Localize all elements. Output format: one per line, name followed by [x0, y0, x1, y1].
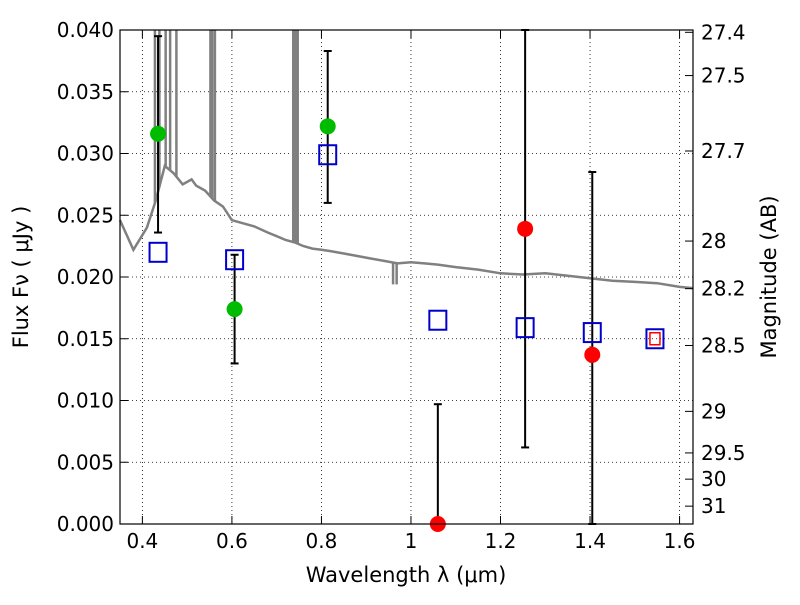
y-tick-label: 0.015 [57, 327, 114, 351]
data-point-marker [319, 118, 336, 135]
y-tick-label: 0.025 [57, 203, 114, 227]
x-tick-label: 1.4 [574, 529, 606, 553]
sed-model-line [118, 163, 694, 290]
magnitude-tick-label: 28.2 [701, 277, 746, 301]
x-tick-label: 1 [405, 529, 418, 553]
x-tick-label: 0.8 [306, 529, 338, 553]
magnitude-tick-label: 29 [701, 399, 726, 423]
magnitude-tick-label: 31 [701, 494, 726, 518]
y-tick-label: 0.010 [57, 389, 114, 413]
magnitude-tick-label: 30 [701, 467, 726, 491]
magnitude-tick-label: 28.5 [701, 333, 746, 357]
model-square-marker [582, 322, 602, 344]
data-point-marker [517, 220, 534, 237]
y-axis-label: Flux Fν ( μJy ) [9, 206, 33, 349]
data-point-marker [150, 125, 167, 142]
magnitude-tick-label: 29.5 [701, 441, 746, 465]
model-square-marker [148, 241, 168, 263]
x-axis-label: Wavelength λ (μm) [306, 563, 507, 587]
model-square-marker [645, 328, 665, 350]
y-tick-label: 0.030 [57, 142, 114, 166]
inner-square-marker [649, 332, 661, 346]
data-point-marker [226, 301, 243, 318]
magnitude-tick-label: 27.7 [701, 139, 746, 163]
magnitude-tick-label: 27.5 [701, 64, 746, 88]
magnitude-axis-label: Magnitude (AB) [757, 195, 781, 358]
model-square-marker [225, 249, 245, 271]
marker-layer [148, 118, 665, 532]
x-tick-label: 1.6 [664, 529, 696, 553]
y-tick-label: 0.000 [57, 512, 114, 536]
y-tick-label: 0.005 [57, 450, 114, 474]
data-point-marker [584, 346, 601, 363]
sed-layer [118, 30, 694, 290]
model-square-marker [428, 309, 448, 331]
magnitude-tick-label: 27.4 [701, 20, 746, 44]
plot-frame [119, 29, 694, 525]
model-square-marker [515, 317, 535, 339]
grid-layer [120, 29, 693, 525]
axis-layer: 0.4 0.6 0.8 1 1.2 1.4 1.6 0.000 0.005 0.010 0.015 0… [57, 18, 746, 553]
magnitude-tick-label: 28 [701, 229, 726, 253]
model-square-marker [318, 144, 338, 166]
y-tick-label: 0.040 [57, 18, 114, 42]
x-tick-label: 0.6 [216, 529, 248, 553]
y-tick-label: 0.035 [57, 80, 114, 104]
y-tick-label: 0.020 [57, 265, 114, 289]
x-tick-label: 0.4 [126, 529, 158, 553]
x-tick-label: 1.2 [485, 529, 517, 553]
